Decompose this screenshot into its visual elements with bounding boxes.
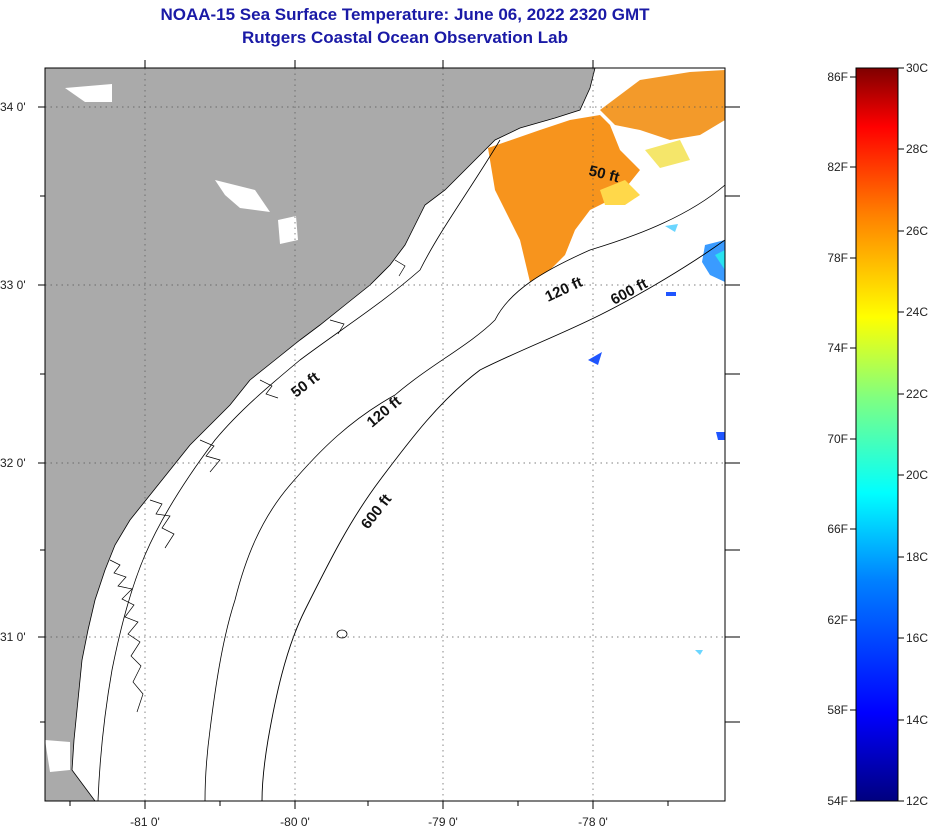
colorbar [855,67,899,802]
colorbar-c-22: 22C [906,387,928,401]
sst-patch-cyan-2 [665,224,678,232]
colorbar-f-82: 82F [827,160,848,174]
land-cloud-1 [65,84,112,102]
colorbar-f-62: 62F [827,613,848,627]
lat-label-33: 33 0' [0,278,26,292]
lon-label-79: -79 0' [428,815,458,829]
colorbar-c-14: 14C [906,713,928,727]
contour-label-50ft-north: 50 ft [587,162,621,186]
colorbar-c-20: 20C [906,468,928,482]
lon-label-78: -78 0' [578,815,608,829]
isobath-120ft [204,184,725,801]
colorbar-c-16: 16C [906,631,928,645]
sst-speck-1 [588,352,602,365]
lon-label-81: -81 0' [130,815,160,829]
sst-speck-3 [666,292,676,296]
colorbar-f-54: 54F [827,794,848,808]
sst-patch-cyan [715,250,725,270]
map-frame [44,67,726,802]
land-cloud-3 [278,216,298,244]
colorbar-f-86: 86F [827,70,848,84]
sst-speck-2 [716,432,725,440]
colorbar-f-74: 74F [827,341,848,355]
land-cloud-2 [215,180,270,212]
colorbar-f-70: 70F [827,432,848,446]
marsh-inlets [109,259,406,713]
lon-label-80: -80 0' [280,815,310,829]
colorbar-ticks-f [850,76,856,802]
isobath-50ft [97,139,501,801]
colorbar-c-24: 24C [906,305,928,319]
colorbar-f-66: 66F [827,522,848,536]
colorbar-f-78: 78F [827,251,848,265]
colorbar-c-30: 30C [906,61,928,75]
graticule [45,68,725,801]
sst-patch-cool [702,240,725,282]
axis-ticks [38,60,740,809]
sst-patch-yellow-2 [645,140,690,168]
lat-label-34: 34 0' [0,100,26,114]
land-mass [45,68,595,801]
coastline [71,68,596,801]
colorbar-f-58: 58F [827,703,848,717]
colorbar-c-28: 28C [906,142,928,156]
isobath-600ft [261,239,725,801]
map-subtitle: Rutgers Coastal Ocean Observation Lab [242,28,568,47]
sst-patch-main [488,115,640,282]
seamount-contour [336,629,348,639]
colorbar-c-18: 18C [906,550,928,564]
sst-patch-yellow [600,180,640,205]
colorbar-c-12: 12C [906,794,928,808]
colorbar-c-26: 26C [906,224,928,238]
lat-label-31: 31 0' [0,630,26,644]
lat-label-32: 32 0' [0,456,26,470]
sst-patch-ne [600,70,725,140]
sst-speck-4 [695,650,703,655]
land-cloud-4 [45,740,70,772]
colorbar-ticks-c [898,67,904,802]
map-title: NOAA-15 Sea Surface Temperature: June 06… [160,5,650,24]
